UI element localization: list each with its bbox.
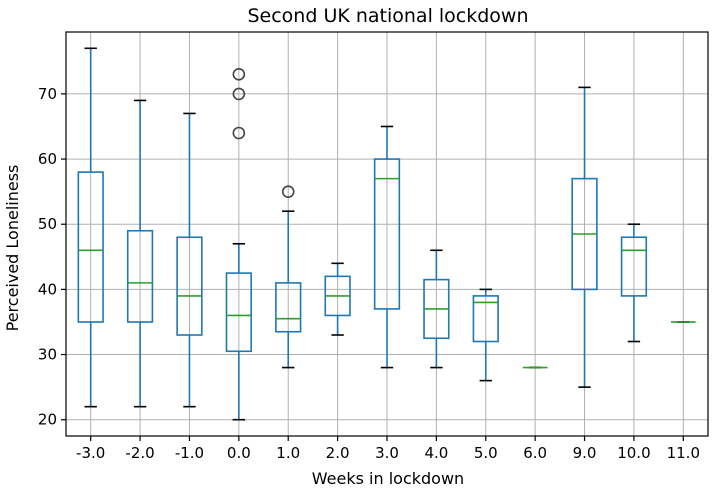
box-iqr <box>225 272 252 353</box>
x-tick-label: 0.0 <box>227 444 251 462</box>
x-tick-label: -2.0 <box>125 444 154 462</box>
x-tick-label: 3.0 <box>375 444 399 462</box>
x-tick-label: 5.0 <box>474 444 498 462</box>
x-axis-label: Weeks in lockdown <box>312 469 464 488</box>
outlier-point <box>232 126 246 140</box>
box-iqr <box>373 158 401 310</box>
y-tick-label: 20 <box>38 411 57 429</box>
y-axis-label: Perceived Loneliness <box>3 165 22 332</box>
outlier-point <box>281 185 295 198</box>
x-tick-label: -3.0 <box>76 444 105 462</box>
x-tick-label: -1.0 <box>175 444 204 462</box>
x-tick-label: 11.0 <box>667 444 700 462</box>
y-tick-label: 40 <box>38 280 57 298</box>
outlier-point <box>232 87 246 101</box>
x-tick-label: 9.0 <box>573 444 597 462</box>
x-tick-label: 1.0 <box>276 444 300 462</box>
y-tick-label: 60 <box>38 150 57 168</box>
box-iqr <box>472 295 499 343</box>
box-iqr <box>620 236 648 297</box>
chart-title: Second UK national lockdown <box>247 5 528 27</box>
x-tick-label: 4.0 <box>424 444 448 462</box>
y-tick-label: 30 <box>38 346 57 364</box>
plot-area: 20 30 40 50 60 70 -3.0 -2.0 -1.0 0.0 1.0 2.0 3.0 4.0 5… <box>38 31 709 462</box>
box-iqr <box>275 282 302 333</box>
y-tick-label: 50 <box>38 215 57 233</box>
x-tick-label: 10.0 <box>617 444 650 462</box>
box-iqr <box>176 236 203 336</box>
x-tick-label: 2.0 <box>326 444 350 462</box>
box-iqr <box>126 229 154 323</box>
box-iqr <box>77 171 104 323</box>
y-tick-label: 70 <box>38 85 57 103</box>
x-tick-label: 6.0 <box>523 444 547 462</box>
outlier-point <box>232 68 246 81</box>
